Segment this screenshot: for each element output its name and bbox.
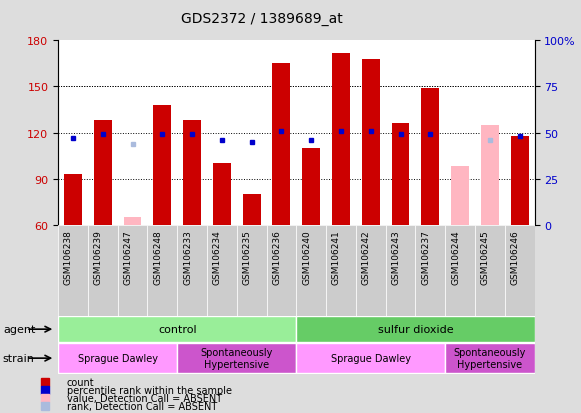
Text: GSM106237: GSM106237: [421, 230, 431, 285]
Text: GSM106238: GSM106238: [64, 230, 73, 285]
Bar: [58, 344, 177, 373]
Text: GSM106236: GSM106236: [272, 230, 281, 285]
Bar: [183, 121, 201, 225]
Bar: [356, 225, 386, 316]
Text: percentile rank within the sample: percentile rank within the sample: [67, 385, 232, 395]
Bar: [64, 175, 82, 225]
Bar: [481, 126, 498, 225]
Bar: [177, 344, 296, 373]
Bar: [58, 225, 88, 316]
Bar: [296, 344, 445, 373]
Text: control: control: [158, 324, 196, 335]
Bar: [392, 124, 410, 225]
Bar: [213, 164, 231, 225]
Text: count: count: [67, 377, 95, 387]
Bar: [362, 59, 379, 225]
Text: GSM106246: GSM106246: [511, 230, 519, 284]
Bar: [386, 225, 415, 316]
Bar: [296, 225, 326, 316]
Bar: [237, 225, 267, 316]
Text: Spontaneously
Hypertensive: Spontaneously Hypertensive: [200, 347, 273, 369]
Text: GSM106247: GSM106247: [124, 230, 132, 284]
Text: GDS2372 / 1389689_at: GDS2372 / 1389689_at: [181, 12, 342, 26]
Bar: [421, 89, 439, 225]
Bar: [58, 316, 296, 342]
Text: strain: strain: [3, 353, 35, 363]
Bar: [475, 225, 505, 316]
Bar: [332, 54, 350, 225]
Text: GSM106243: GSM106243: [392, 230, 400, 284]
Text: GSM106244: GSM106244: [451, 230, 460, 284]
Bar: [415, 225, 445, 316]
Bar: [445, 225, 475, 316]
Bar: [243, 195, 260, 225]
Bar: [302, 149, 320, 225]
Bar: [117, 225, 148, 316]
Bar: [207, 225, 237, 316]
Text: GSM106239: GSM106239: [94, 230, 103, 285]
Text: Spontaneously
Hypertensive: Spontaneously Hypertensive: [454, 347, 526, 369]
Text: GSM106245: GSM106245: [481, 230, 490, 284]
Text: GSM106248: GSM106248: [153, 230, 162, 284]
Text: sulfur dioxide: sulfur dioxide: [378, 324, 453, 335]
Bar: [177, 225, 207, 316]
Bar: [94, 121, 112, 225]
Text: GSM106240: GSM106240: [302, 230, 311, 284]
Bar: [272, 64, 290, 225]
Bar: [153, 106, 171, 225]
Text: GSM106234: GSM106234: [213, 230, 222, 284]
Bar: [445, 344, 535, 373]
Text: value, Detection Call = ABSENT: value, Detection Call = ABSENT: [67, 393, 222, 403]
Bar: [451, 167, 469, 225]
Text: GSM106241: GSM106241: [332, 230, 341, 284]
Bar: [326, 225, 356, 316]
Text: GSM106233: GSM106233: [183, 230, 192, 285]
Text: rank, Detection Call = ABSENT: rank, Detection Call = ABSENT: [67, 401, 217, 411]
Bar: [505, 225, 535, 316]
Bar: [148, 225, 177, 316]
Text: GSM106235: GSM106235: [243, 230, 252, 285]
Bar: [124, 217, 141, 225]
Text: GSM106242: GSM106242: [362, 230, 371, 284]
Bar: [296, 316, 535, 342]
Text: Sprague Dawley: Sprague Dawley: [78, 353, 157, 363]
Bar: [267, 225, 296, 316]
Bar: [88, 225, 117, 316]
Bar: [511, 136, 529, 225]
Text: Sprague Dawley: Sprague Dawley: [331, 353, 411, 363]
Text: agent: agent: [3, 324, 35, 335]
